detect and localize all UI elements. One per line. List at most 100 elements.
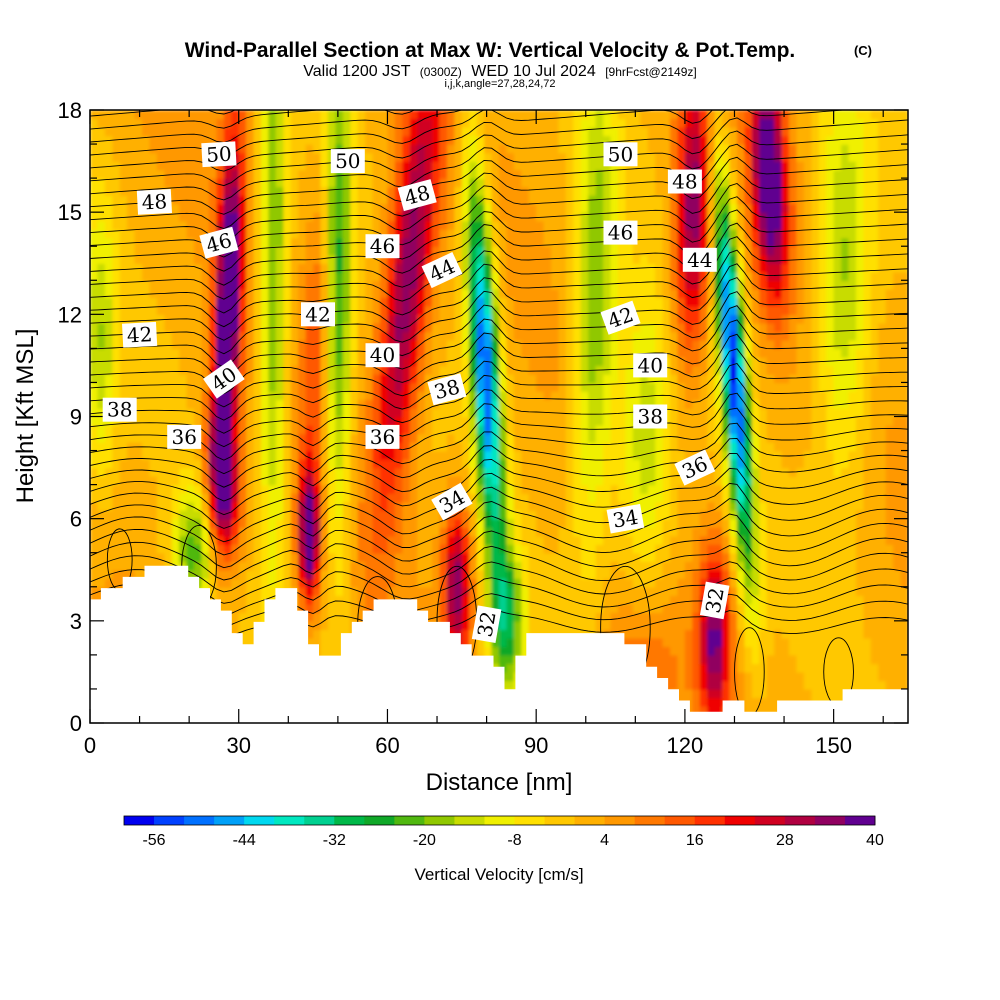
velocity-cell [565,246,575,256]
velocity-cell [372,169,381,179]
velocity-cell [208,331,218,341]
velocity-cell [313,561,322,571]
velocity-cell [208,561,218,571]
velocity-cell [380,322,389,333]
velocity-cell [342,110,351,120]
velocity-cell [558,407,567,418]
velocity-cell [104,314,114,324]
velocity-cell [179,510,188,520]
velocity-cell [320,178,329,188]
velocity-cell [186,178,195,188]
velocity-cell [476,365,485,375]
velocity-cell [313,212,322,222]
velocity-cell [90,450,99,460]
velocity-cell [506,288,515,298]
velocity-cell [424,229,433,239]
velocity-cell [536,535,545,545]
velocity-cell [119,195,128,205]
velocity-cell [253,501,262,511]
velocity-cell [476,433,485,443]
velocity-cell [149,305,158,316]
velocity-cell [528,484,537,494]
velocity-cell [365,382,374,392]
velocity-cell [238,365,247,375]
velocity-cell [432,612,441,622]
velocity-cell [194,390,203,401]
velocity-cell [305,544,314,554]
velocity-cell [365,535,374,545]
velocity-cell [365,152,374,162]
velocity-cell [476,246,485,256]
velocity-cell [97,416,106,426]
velocity-cell [112,348,121,358]
velocity-cell [327,118,337,128]
velocity-cell [476,527,485,537]
velocity-cell [409,339,418,350]
velocity-cell [231,399,240,409]
velocity-cell [484,339,493,350]
velocity-cell [484,161,493,171]
velocity-cell [275,552,285,562]
velocity-cell [320,220,329,230]
velocity-cell [409,169,418,179]
velocity-cell [476,127,485,137]
velocity-cell [499,535,508,545]
velocity-cell [246,373,255,384]
velocity-cell [499,322,508,333]
velocity-cell [558,348,567,358]
velocity-cell [424,476,433,486]
velocity-cell [454,314,463,324]
velocity-cell [290,501,299,511]
velocity-cell [350,373,359,384]
velocity-cell [216,280,225,290]
velocity-cell [387,407,396,418]
velocity-cell [372,263,381,273]
velocity-cell [149,288,158,298]
velocity-cell [142,373,151,384]
velocity-cell [551,135,560,145]
velocity-cell [469,263,478,273]
velocity-cell [357,569,366,579]
velocity-cell [283,280,292,290]
velocity-cell [461,535,470,545]
velocity-cell [119,390,128,401]
velocity-cell [305,118,314,128]
velocity-cell [513,305,523,316]
velocity-cell [283,178,292,188]
velocity-cell [201,425,210,435]
velocity-cell [394,373,404,384]
velocity-cell [350,518,359,528]
velocity-cell [424,612,433,622]
velocity-cell [573,169,582,179]
velocity-cell [127,220,136,230]
velocity-cell [580,212,589,222]
velocity-cell [90,416,99,426]
velocity-cell [186,569,195,579]
velocity-cell [238,339,247,350]
velocity-cell [313,527,322,537]
velocity-cell [283,365,292,375]
velocity-cell [216,459,225,469]
velocity-cell [521,484,530,494]
velocity-cell [231,186,240,196]
velocity-cell [171,152,180,162]
velocity-cell [543,348,552,358]
velocity-cell [320,586,329,596]
velocity-cell [499,195,508,205]
velocity-cell [513,118,523,128]
velocity-cell [90,561,99,571]
velocity-cell [186,220,195,230]
velocity-cell [394,212,404,222]
velocity-cell [335,203,344,213]
velocity-cell [208,416,218,426]
velocity-cell [402,450,411,460]
velocity-cell [551,561,560,571]
velocity-cell [499,527,508,537]
velocity-cell [261,407,270,418]
velocity-cell [246,314,255,324]
velocity-cell [528,178,537,188]
velocity-cell [231,195,240,205]
velocity-cell [283,254,292,264]
velocity-cell [417,305,426,316]
velocity-cell [149,416,158,426]
